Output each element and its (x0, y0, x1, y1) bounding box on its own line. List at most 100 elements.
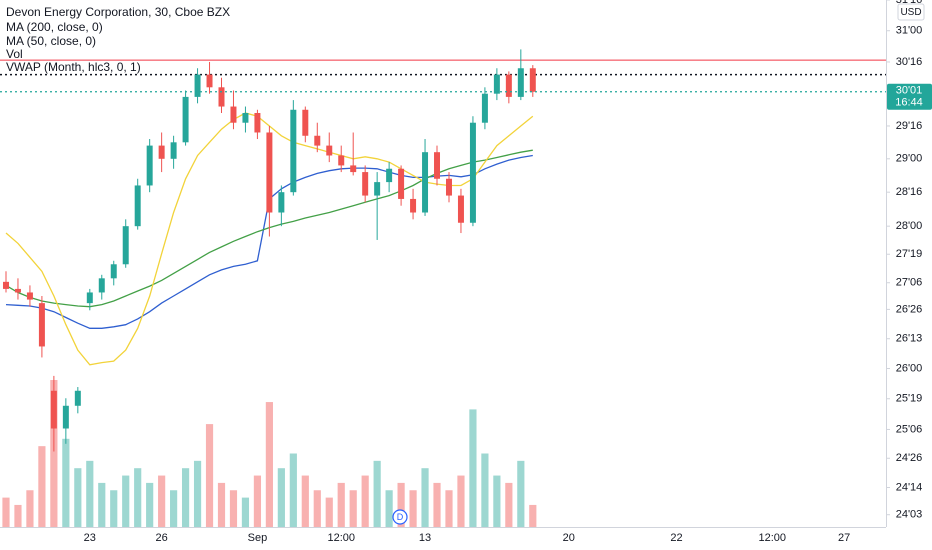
candle-body (242, 112, 249, 123)
volume-bar (193, 460, 202, 527)
candle-body (505, 74, 512, 97)
volume-bar (481, 453, 489, 527)
dividend-label[interactable]: D (397, 512, 404, 522)
dividend-circle[interactable] (392, 509, 408, 525)
y-tick-label: 28'00 (896, 220, 923, 232)
volume-bar (38, 446, 46, 527)
candle-body (194, 74, 201, 97)
volume-bar (397, 482, 405, 527)
volume-bar (265, 402, 273, 527)
x-tick-label: 26 (156, 532, 168, 544)
y-tick-label: 24'03 (896, 509, 923, 521)
candle-body (374, 182, 381, 196)
candle-body (445, 178, 452, 196)
volume-bar (361, 475, 369, 527)
dividend-marker[interactable]: D (392, 509, 408, 525)
volume-bar (325, 497, 333, 527)
x-tick-label: 13 (419, 532, 431, 544)
candle-body (338, 155, 345, 166)
y-tick-label: 26'00 (896, 362, 923, 374)
legend-entry: MA (200, close, 0) (6, 20, 103, 34)
y-tick-label: 24'14 (896, 481, 923, 493)
candle-body (422, 152, 429, 213)
candle-body (457, 195, 464, 223)
candle-body (158, 145, 165, 159)
candle-body (517, 68, 524, 97)
currency-box (897, 3, 925, 21)
y-tick-label: 27'06 (896, 277, 923, 289)
legend: Devon Energy Corporation, 30, Cboe BZX M… (6, 5, 230, 74)
volume-bar (421, 468, 429, 527)
candle-body (146, 145, 153, 186)
volume-bar (241, 497, 250, 527)
volume-bar (253, 475, 262, 527)
candle-body (62, 405, 69, 429)
volume-bar (181, 468, 190, 527)
candle-body (50, 390, 57, 429)
candle-body (266, 132, 273, 213)
y-tick-label: 25'19 (896, 393, 923, 405)
x-tick-label: 27 (838, 532, 850, 544)
volume-bar (277, 468, 285, 527)
candle-body (86, 292, 93, 304)
volume-bar (205, 424, 214, 527)
candle-body (314, 135, 321, 146)
volume-bar (229, 490, 238, 527)
candle-body (410, 198, 417, 213)
volume-bar (337, 482, 345, 527)
y-tick-label: 31'16 (896, 0, 923, 6)
volume-bar (74, 468, 82, 527)
y-tick-label: 27'19 (896, 248, 923, 260)
candle-body (434, 152, 441, 179)
candle-body (398, 168, 405, 199)
volume-bar (158, 475, 166, 527)
candle-body (302, 109, 309, 136)
volume-bar (217, 482, 226, 527)
y-tick-label: 28'16 (896, 186, 923, 198)
candle-body (98, 278, 105, 293)
y-tick-label: 26'13 (896, 333, 923, 345)
candle-body (469, 122, 476, 223)
volume-bar (457, 475, 465, 527)
volume-bar (409, 490, 417, 527)
last-price-label: 30'01 (896, 85, 923, 97)
volume-bar (433, 482, 441, 527)
volume-bar (349, 490, 357, 527)
candle-body (230, 106, 237, 123)
x-tick-label: Sep (248, 532, 268, 544)
volume-bar (110, 490, 118, 527)
volume-bar (86, 460, 94, 527)
volume-bar (122, 475, 130, 527)
y-tick-label: 29'16 (896, 120, 923, 132)
volume-bar (313, 490, 321, 527)
candle-body (278, 192, 285, 213)
volume-bar (301, 475, 309, 527)
candle-body (182, 96, 189, 143)
candle-body (74, 390, 81, 406)
volume-bar (26, 490, 34, 527)
candle-body (14, 288, 21, 293)
volume-bar (445, 490, 453, 527)
volume-bar (170, 490, 178, 527)
volume-bar (134, 468, 142, 527)
volume-bar (505, 482, 513, 527)
candle-body (26, 292, 33, 300)
candle-body (218, 87, 225, 107)
last-price-tag (887, 83, 932, 110)
x-tick-label: 12:00 (327, 532, 355, 544)
candle-body (38, 303, 45, 347)
candle-body (326, 145, 333, 156)
y-tick-label: 29'00 (896, 153, 923, 165)
candle-body (481, 93, 488, 123)
volume-bar (50, 380, 58, 527)
candle-body (170, 142, 177, 159)
volume-bar (146, 482, 154, 527)
legend-entry: Vol (6, 47, 23, 61)
candle-body (134, 185, 141, 227)
chart-title: Devon Energy Corporation, 30, Cboe BZX (6, 5, 230, 19)
candle-body (206, 74, 213, 88)
x-tick-label: 22 (670, 532, 682, 544)
candle-body (110, 264, 117, 279)
y-tick-label: 26'26 (896, 303, 923, 315)
x-tick-label: 12:00 (758, 532, 786, 544)
